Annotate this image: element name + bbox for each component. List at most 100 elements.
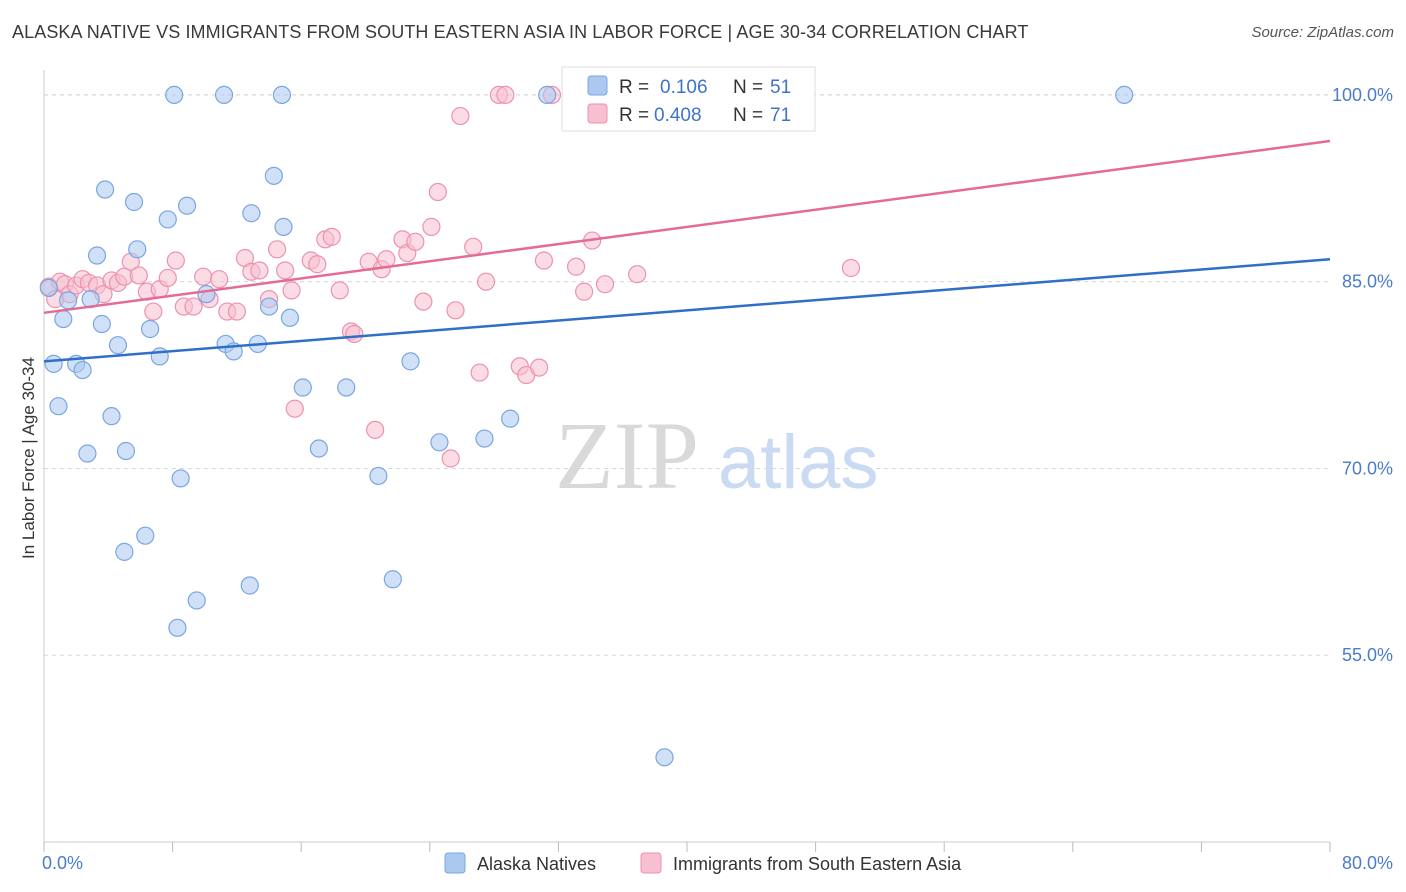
alaska-point-20 bbox=[158, 210, 177, 229]
immigrants-point-52 bbox=[441, 449, 460, 468]
legend-swatch-blue bbox=[587, 75, 608, 96]
alaska-point-50 bbox=[115, 542, 134, 561]
alaska-point-24 bbox=[187, 591, 206, 610]
alaska-point-21 bbox=[165, 85, 184, 105]
legend-n-value-1: 51 bbox=[770, 77, 791, 98]
trend-lines bbox=[43, 139, 1331, 363]
immigrants-point-65 bbox=[566, 257, 586, 276]
alaska-point-3 bbox=[54, 309, 73, 329]
source-label: Source: ZipAtlas.com bbox=[1251, 24, 1394, 41]
watermark-atlas: atlas bbox=[718, 420, 879, 505]
legend-r-label-2: R = bbox=[619, 105, 649, 126]
y-tick-label-1: 70.0% bbox=[1342, 458, 1393, 478]
alaska-point-32 bbox=[259, 297, 279, 316]
legend-n-label-1: N = bbox=[733, 77, 763, 98]
alaska-point-48 bbox=[655, 748, 674, 767]
alaska-point-33 bbox=[264, 166, 283, 185]
bottom-legend-swatch-pink bbox=[640, 852, 662, 874]
immigrants-point-50 bbox=[422, 217, 441, 236]
alaska-point-44 bbox=[475, 429, 494, 448]
bottom-legend-immigrants: Immigrants from South Eastern Asia bbox=[673, 854, 962, 874]
bottom-legend-swatch-blue bbox=[444, 852, 466, 874]
alaska-point-4 bbox=[59, 291, 78, 310]
stats-legend: R = 0.106 N = 51 R = 0.408 N = 71 bbox=[561, 66, 816, 132]
immigrants-point-69 bbox=[628, 265, 647, 284]
immigrants-point-63 bbox=[534, 251, 554, 270]
alaska-point-51 bbox=[168, 618, 187, 637]
alaska-point-29 bbox=[240, 576, 259, 595]
immigrants-point-55 bbox=[464, 237, 483, 256]
y-axis-title: In Labor Force | Age 30-34 bbox=[19, 357, 38, 559]
alaska-point-34 bbox=[272, 85, 292, 105]
immigrants-point-29 bbox=[250, 261, 269, 280]
alaska-point-18 bbox=[140, 319, 160, 339]
alaska-point-30 bbox=[242, 204, 261, 223]
alaska-point-26 bbox=[214, 85, 234, 105]
legend-n-label-2: N = bbox=[733, 105, 763, 126]
alaska-point-11 bbox=[102, 407, 121, 426]
alaska-point-45 bbox=[501, 409, 520, 428]
immigrants-point-53 bbox=[446, 301, 465, 320]
immigrants-point-32 bbox=[276, 261, 295, 280]
immigrants-point-33 bbox=[282, 281, 301, 300]
alaska-point-19 bbox=[150, 347, 169, 366]
alaska-point-9 bbox=[92, 314, 111, 334]
immigrants-point-39 bbox=[330, 281, 349, 300]
series-immigrants-points bbox=[39, 85, 861, 468]
tick-labels: 55.0% 70.0% 85.0% 100.0% 0.0% 80.0% bbox=[42, 85, 1393, 873]
alaska-point-22 bbox=[171, 469, 190, 488]
alaska-point-38 bbox=[309, 439, 328, 458]
alaska-point-0 bbox=[39, 278, 58, 298]
immigrants-point-48 bbox=[406, 232, 425, 251]
immigrants-point-59 bbox=[496, 85, 515, 105]
immigrants-point-31 bbox=[267, 240, 287, 259]
immigrants-point-21 bbox=[184, 297, 203, 316]
immigrants-point-16 bbox=[144, 302, 163, 321]
alaska-point-6 bbox=[73, 360, 92, 380]
alaska-point-17 bbox=[136, 526, 155, 545]
alaska-point-35 bbox=[274, 217, 293, 236]
immigrants-point-14 bbox=[129, 266, 148, 285]
immigrants-point-66 bbox=[575, 282, 594, 301]
immigrants-point-56 bbox=[470, 363, 489, 382]
axes bbox=[43, 70, 1331, 852]
alaska-point-36 bbox=[280, 308, 300, 327]
alaska-point-15 bbox=[124, 192, 144, 212]
immigrants-point-70 bbox=[841, 258, 861, 278]
immigrants-point-51 bbox=[428, 182, 447, 202]
trend-line-immigrants bbox=[43, 139, 1331, 315]
alaska-point-1 bbox=[44, 354, 63, 373]
immigrants-point-68 bbox=[595, 275, 615, 294]
immigrants-point-54 bbox=[451, 106, 470, 126]
alaska-point-37 bbox=[293, 378, 312, 397]
alaska-point-23 bbox=[177, 196, 197, 215]
immigrants-point-24 bbox=[210, 270, 229, 289]
x-tick-label-min: 0.0% bbox=[42, 853, 83, 873]
immigrants-point-57 bbox=[476, 272, 496, 291]
legend-r-label-1: R = bbox=[619, 77, 649, 98]
legend-r-value-2: 0.408 bbox=[654, 105, 702, 126]
alaska-point-12 bbox=[78, 444, 97, 463]
x-tick-label-max: 80.0% bbox=[1342, 853, 1393, 873]
alaska-point-2 bbox=[49, 397, 68, 416]
y-tick-label-0: 55.0% bbox=[1342, 645, 1393, 665]
alaska-point-46 bbox=[538, 85, 557, 105]
grid-lines bbox=[44, 94, 1330, 656]
trend-line-alaska bbox=[43, 258, 1331, 363]
legend-n-value-2: 71 bbox=[770, 105, 791, 126]
alaska-point-41 bbox=[383, 570, 402, 589]
legend-swatch-pink bbox=[587, 103, 608, 124]
watermark-zip: ZIP bbox=[555, 402, 699, 509]
alaska-point-8 bbox=[87, 246, 107, 265]
y-tick-label-2: 85.0% bbox=[1342, 272, 1393, 292]
alaska-point-42 bbox=[401, 352, 420, 371]
series-legend: Alaska Natives Immigrants from South Eas… bbox=[444, 852, 962, 874]
chart-title: ALASKA NATIVE VS IMMIGRANTS FROM SOUTH E… bbox=[12, 22, 1029, 42]
alaska-point-39 bbox=[337, 378, 356, 397]
immigrants-point-36 bbox=[308, 255, 327, 274]
alaska-point-25 bbox=[197, 285, 216, 304]
alaska-point-14 bbox=[116, 441, 136, 461]
alaska-point-49 bbox=[1115, 85, 1134, 105]
immigrants-point-62 bbox=[530, 358, 549, 377]
